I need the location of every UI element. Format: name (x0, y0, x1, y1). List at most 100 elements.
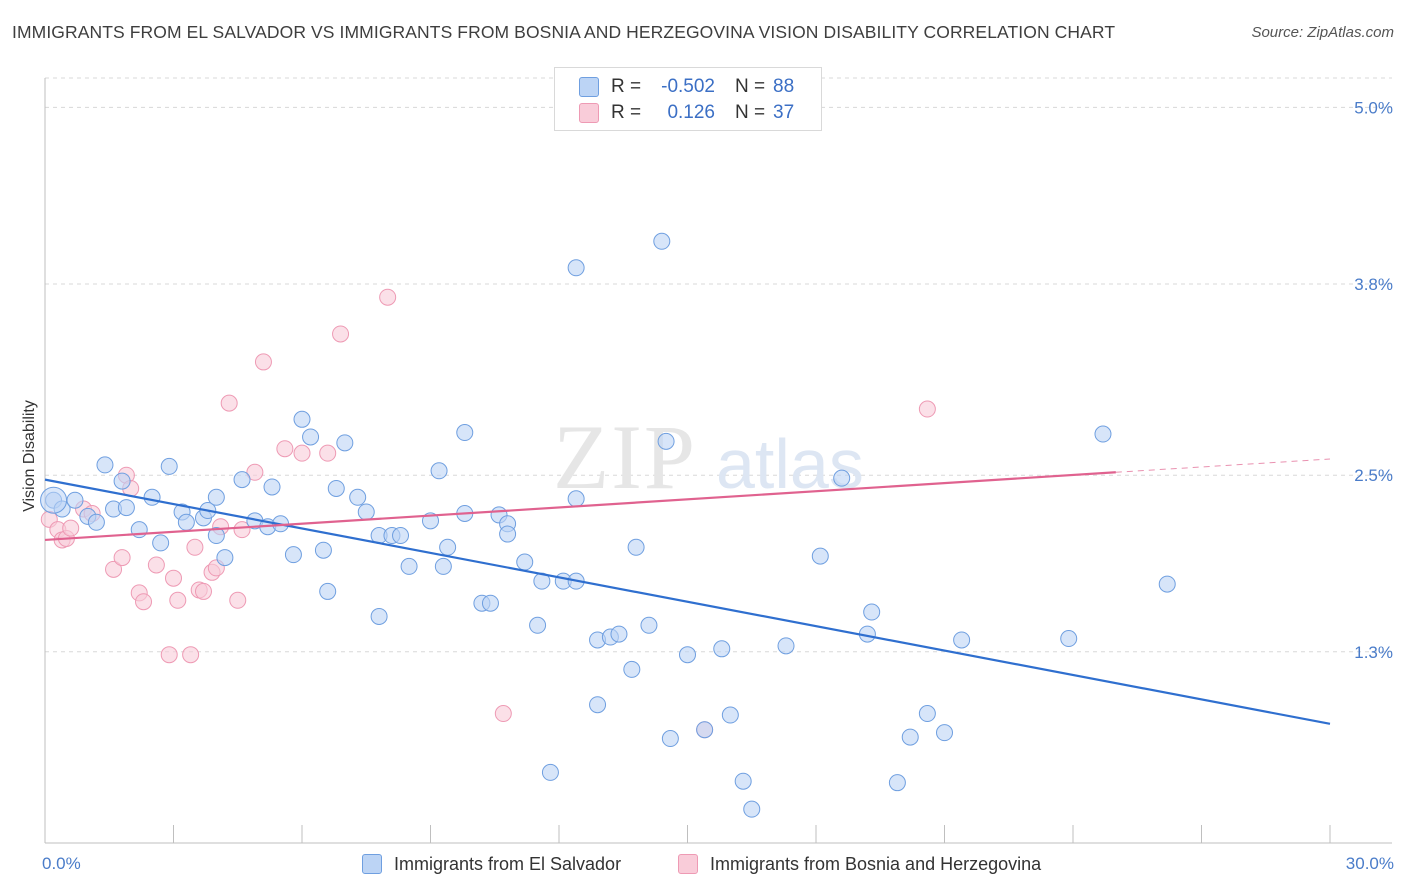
point-el-salvador (811, 547, 829, 565)
point-el-salvador (284, 546, 302, 564)
point-el-salvador (713, 640, 731, 658)
y-tick-label: 3.8% (1354, 275, 1393, 294)
gridlines (45, 77, 1392, 653)
point-bosnia (182, 646, 200, 664)
point-el-salvador (640, 616, 658, 634)
point-bosnia (135, 593, 153, 611)
point-el-salvador (160, 457, 178, 475)
point-bosnia (246, 463, 264, 481)
point-el-salvador (863, 603, 881, 621)
point-el-salvador (661, 730, 679, 748)
point-bosnia (494, 705, 512, 723)
legend-row-bosnia: R = 0.126 N = 37 (579, 101, 794, 125)
point-el-salvador (529, 616, 547, 634)
point-el-salvador (499, 525, 517, 543)
point-el-salvador (392, 527, 410, 545)
y-axis-label: Vision Disability (21, 400, 38, 512)
point-el-salvador (833, 469, 851, 487)
trend-line-bosnia (44, 471, 1116, 542)
point-bosnia (160, 646, 178, 664)
point-el-salvador (610, 625, 628, 643)
point-el-salvador (263, 478, 281, 496)
point-bosnia (113, 549, 131, 567)
point-el-salvador (439, 538, 457, 556)
point-bosnia (233, 521, 251, 539)
point-bosnia (276, 440, 294, 458)
point-el-salvador (113, 472, 131, 490)
watermark: ZIP atlas (553, 406, 864, 508)
point-el-salvador (1094, 425, 1112, 443)
trend-line-el-salvador (44, 478, 1331, 725)
scatter-points (40, 232, 1176, 818)
point-el-salvador (96, 456, 114, 474)
point-el-salvador-large (40, 486, 68, 514)
point-el-salvador (357, 503, 375, 521)
point-el-salvador (936, 724, 953, 742)
point-el-salvador (657, 432, 675, 450)
point-el-salvador (349, 488, 367, 506)
point-el-salvador (567, 259, 585, 277)
legend-row-el-salvador: R = -0.502 N = 88 (579, 75, 794, 99)
point-el-salvador (901, 728, 919, 746)
point-bosnia (186, 538, 204, 556)
point-bosnia (379, 288, 397, 306)
x-tick-label: 30.0% (1346, 854, 1394, 873)
point-el-salvador (319, 582, 337, 600)
point-bosnia (220, 394, 238, 412)
trend-lines (44, 458, 1331, 725)
point-el-salvador (721, 706, 739, 724)
point-el-salvador (743, 800, 761, 818)
point-el-salvador (589, 696, 607, 714)
point-el-salvador (734, 772, 752, 790)
point-bosnia (293, 444, 311, 462)
point-el-salvador (207, 527, 225, 545)
point-bosnia (194, 582, 212, 600)
point-el-salvador (627, 538, 645, 556)
point-bosnia (319, 444, 337, 462)
point-bosnia (229, 591, 247, 609)
point-el-salvador (541, 763, 559, 781)
point-el-salvador (66, 491, 84, 509)
point-bosnia (332, 325, 350, 343)
point-el-salvador (918, 705, 936, 723)
point-el-salvador (370, 607, 388, 625)
point-el-salvador (1060, 630, 1078, 648)
y-tick-label: 2.5% (1354, 466, 1393, 485)
chart-title: IMMIGRANTS FROM EL SALVADOR VS IMMIGRANT… (12, 22, 1116, 42)
bottom-legend-label: Immigrants from Bosnia and Herzegovina (710, 853, 1042, 874)
point-el-salvador (653, 232, 671, 250)
point-el-salvador (481, 594, 499, 612)
bottom-legend-el-salvador: Immigrants from El Salvador (362, 852, 621, 876)
point-el-salvador (314, 541, 332, 559)
correlation-legend: R = -0.502 N = 88 R = 0.126 N = 37 (554, 67, 822, 131)
legend-n-value: 88 (773, 76, 795, 97)
point-el-salvador (207, 488, 225, 506)
legend-r-label: R = (611, 76, 642, 97)
point-el-salvador (117, 499, 135, 517)
point-el-salvador (434, 557, 452, 575)
point-el-salvador (327, 479, 345, 497)
point-bosnia (147, 556, 165, 574)
x-tick-label: 0.0% (42, 854, 81, 873)
point-el-salvador (679, 646, 696, 664)
y-tick-label: 1.3% (1354, 643, 1393, 662)
point-el-salvador (516, 553, 534, 571)
legend-r-value: 0.126 (667, 102, 715, 123)
point-el-salvador (87, 513, 105, 531)
legend-n-value: 37 (773, 102, 795, 123)
point-el-salvador (696, 721, 714, 739)
point-el-salvador (777, 637, 795, 655)
source-credit: Source: ZipAtlas.com (1251, 24, 1394, 41)
point-el-salvador (152, 534, 170, 552)
legend-r-label: R = (611, 102, 642, 123)
trend-line-bosnia-extension (1115, 458, 1331, 473)
point-el-salvador (336, 434, 354, 452)
point-bosnia (169, 591, 187, 609)
point-el-salvador (216, 549, 234, 567)
point-el-salvador (400, 557, 418, 575)
point-bosnia (105, 560, 123, 578)
point-el-salvador (623, 660, 641, 678)
bottom-legend-swatch-pink (678, 854, 698, 874)
point-el-salvador (953, 631, 971, 649)
